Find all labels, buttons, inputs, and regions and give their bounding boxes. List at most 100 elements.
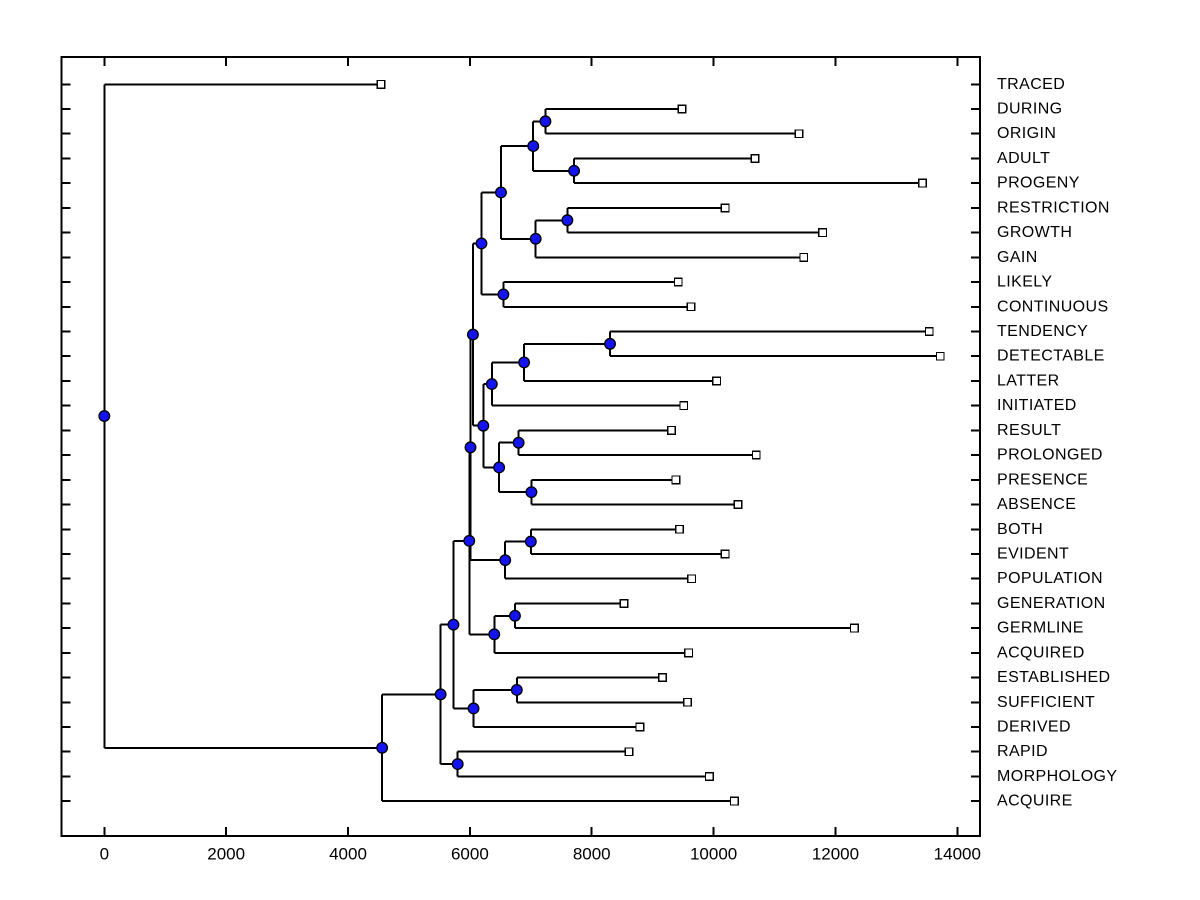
leaf-label: INITIATED [997,397,1077,414]
leaf-marker [657,673,667,683]
x-tick-label: 8000 [573,845,611,864]
internal-node-marker [525,486,538,499]
leaf-marker [673,277,683,287]
internal-node-marker [518,356,531,369]
leaf-label: TRACED [997,76,1065,93]
x-tick-label: 6000 [451,845,489,864]
leaf-label: RESTRICTION [997,199,1110,216]
leaf-marker [799,252,809,262]
x-tick-label: 2000 [207,845,245,864]
leaf-label: POPULATION [997,570,1103,587]
leaf-label: MORPHOLOGY [997,768,1117,785]
leaf-marker [750,154,760,163]
internal-node-marker [568,164,581,177]
internal-node-marker [447,618,460,631]
leaf-label: LATTER [997,372,1060,389]
leaf-marker [924,327,934,336]
leaf-marker [720,203,730,213]
internal-node-marker [475,237,488,250]
leaf-label: LIKELY [997,274,1052,291]
x-tick-label: 10000 [690,845,737,864]
internal-node-marker [495,186,507,199]
leaf-marker [635,722,645,732]
internal-node-marker [376,741,389,754]
leaf-label: SUFFICIENT [997,694,1095,711]
leaf-label: ORIGIN [997,125,1056,142]
leaf-label: DURING [997,101,1063,118]
leaf-label: EVIDENT [997,545,1069,562]
x-tick-label: 4000 [329,845,367,864]
x-tick-label: 14000 [934,845,981,864]
leaf-label: BOTH [997,521,1043,538]
leaf-marker [704,772,714,781]
internal-node-marker [510,683,523,696]
internal-node-marker [527,140,540,153]
leaf-label: PRESENCE [997,471,1088,488]
leaf-label: GERMLINE [997,620,1084,637]
internal-node-marker [509,609,521,622]
leaf-marker [751,450,761,460]
leaf-label: DETECTABLE [997,348,1105,365]
leaf-marker [918,178,928,188]
internal-node-marker [529,232,542,245]
leaf-marker [684,648,694,658]
leaf-label: GROWTH [997,224,1072,241]
leaf-label: ACQUIRED [997,644,1085,661]
leaf-marker [671,475,681,485]
leaf-marker [712,376,722,386]
leaf-marker [794,129,804,139]
internal-node-marker [467,702,480,715]
leaf-label: RESULT [997,422,1061,439]
leaf-label: ADULT [997,150,1050,167]
leaf-marker [675,524,684,534]
internal-node-marker [488,628,501,641]
leaf-label: ACQUIRE [997,793,1073,810]
leaf-marker [667,425,677,435]
internal-node-marker [493,461,506,474]
leaf-label: PROGENY [997,175,1080,192]
internal-node-marker [499,554,512,567]
leaf-marker [619,598,629,608]
leaf-label: GENERATION [997,595,1106,612]
leaf-marker [849,623,859,633]
leaf-marker [729,796,739,806]
leaf-label: TENDENCY [997,323,1088,340]
x-tick-label: 12000 [812,845,859,864]
leaf-label: PROLONGED [997,447,1103,464]
leaf-label: DERIVED [997,719,1071,736]
internal-node-marker [466,328,479,341]
leaf-label: ESTABLISHED [997,669,1110,686]
leaf-label: CONTINUOUS [997,298,1109,315]
leaf-marker [818,228,828,238]
leaf-marker [935,351,945,361]
leaf-label: RAPID [997,743,1048,760]
leaf-label: ABSENCE [997,496,1076,513]
leaf-marker [687,574,697,584]
internal-node-marker [561,214,574,227]
leaf-marker [720,549,730,559]
internal-node-marker [497,288,510,301]
leaf-marker [677,104,687,114]
internal-node-marker [512,436,525,449]
leaf-marker [624,747,634,757]
internal-node-marker [477,419,490,432]
internal-node-marker [539,115,552,128]
leaf-marker [733,500,743,509]
leaf-marker [682,697,692,707]
leaf-marker [686,302,696,312]
leaf-marker [679,401,689,411]
internal-node-marker [463,534,476,547]
internal-node-marker [434,688,447,701]
internal-node-marker [451,758,464,771]
internal-node-marker [98,410,111,422]
internal-node-marker [464,441,477,454]
plot-box [60,56,981,837]
leaf-marker [376,79,386,89]
x-tick-label: 0 [100,845,109,864]
internal-node-marker [524,535,537,548]
leaf-label: GAIN [997,249,1038,266]
internal-node-marker [485,378,498,390]
internal-node-marker [604,337,616,350]
